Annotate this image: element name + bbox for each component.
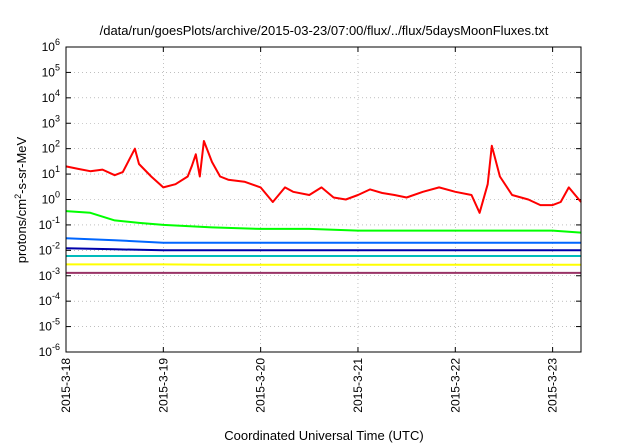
series-line (65, 247, 581, 252)
y-axis-label: protons/cm2-s-sr-MeV (13, 136, 29, 263)
y-tick-base: 10 (42, 116, 56, 130)
y-tick-base: 10 (42, 193, 56, 207)
y-tick-base: 10 (42, 40, 56, 54)
y-axis-ticks: 10610510410310210110010-110-210-310-410-… (39, 37, 581, 359)
y-tick-base: 10 (39, 320, 53, 334)
y-tick-exp: -6 (52, 342, 60, 352)
y-tick-label: 10-5 (39, 317, 60, 334)
series-line (65, 237, 581, 244)
series-lines (65, 140, 582, 274)
y-tick-label: 100 (42, 190, 60, 207)
y-tick-base: 10 (39, 243, 53, 257)
y-tick-exp: 1 (55, 164, 60, 174)
y-tick-exp: -4 (52, 291, 60, 301)
x-axis-ticks: 2015-3-18 2015-3-19 2015-3-20 2015-3-21 2015… (59, 47, 560, 413)
y-tick-label: 10-3 (39, 266, 60, 283)
x-tick-label: 2015-3-21 (351, 358, 365, 413)
x-tick-label: 2015-3-20 (254, 358, 268, 413)
y-axis-label-post: -s-sr-MeV (14, 136, 29, 193)
y-tick-label: 102 (42, 139, 60, 156)
y-tick-exp: -5 (52, 317, 60, 327)
y-tick-exp: 5 (55, 62, 60, 72)
series-line (65, 140, 582, 214)
y-tick-label: 10-4 (39, 291, 60, 308)
y-tick-base: 10 (39, 218, 53, 232)
y-tick-exp: 2 (55, 139, 60, 149)
y-tick-label: 10-1 (39, 215, 60, 232)
x-tick-label: 2015-3-18 (59, 358, 73, 413)
y-tick-label: 10-6 (39, 342, 60, 359)
y-tick-base: 10 (42, 65, 56, 79)
y-tick-base: 10 (39, 269, 53, 283)
y-axis-label-sup: 2 (13, 194, 23, 199)
y-tick-label: 10-2 (39, 240, 60, 257)
series-line (65, 210, 582, 234)
y-tick-exp: -1 (52, 215, 60, 225)
chart-title: /data/run/goesPlots/archive/2015-03-23/0… (100, 23, 549, 38)
y-tick-label: 104 (42, 88, 60, 105)
x-tick-label: 2015-3-23 (546, 358, 560, 413)
y-tick-label: 101 (42, 164, 60, 181)
x-axis-label: Coordinated Universal Time (UTC) (224, 428, 423, 443)
grid-lines (65, 46, 581, 353)
y-tick-exp: -2 (52, 240, 60, 250)
y-tick-exp: 6 (55, 37, 60, 47)
y-tick-base: 10 (39, 345, 53, 359)
y-tick-exp: 3 (55, 113, 60, 123)
y-tick-exp: 0 (55, 190, 60, 200)
x-tick-label: 2015-3-19 (156, 358, 170, 413)
y-tick-exp: -3 (52, 266, 60, 276)
plot-frame (65, 46, 582, 353)
y-tick-label: 105 (42, 62, 60, 79)
y-tick-label: 106 (42, 37, 60, 54)
y-axis-label-pre: protons/cm (14, 199, 29, 263)
y-tick-base: 10 (42, 142, 56, 156)
y-tick-base: 10 (42, 167, 56, 181)
x-tick-label: 2015-3-22 (448, 358, 462, 413)
y-tick-exp: 4 (55, 88, 60, 98)
y-tick-base: 10 (39, 294, 53, 308)
y-tick-base: 10 (42, 91, 56, 105)
y-tick-label: 103 (42, 113, 60, 130)
